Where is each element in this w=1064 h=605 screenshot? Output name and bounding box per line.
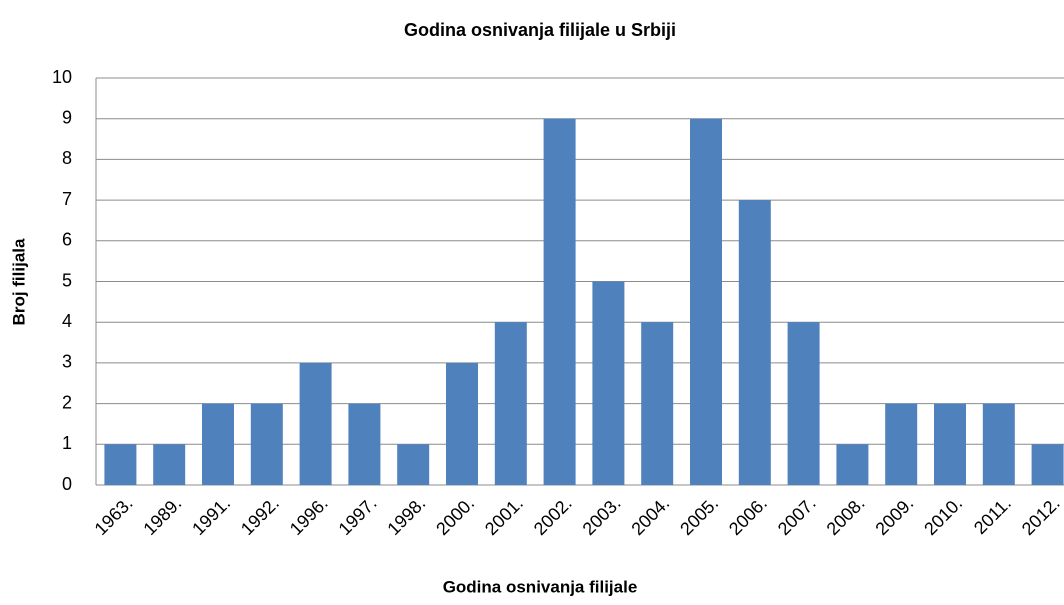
y-axis-title: Broj filijala xyxy=(9,238,28,325)
x-tick-label: 2002. xyxy=(530,493,576,539)
y-tick-label: 9 xyxy=(62,107,72,127)
y-tick-label: 8 xyxy=(62,148,72,168)
x-tick-label: 2006. xyxy=(725,493,771,539)
x-tick-label: 2011. xyxy=(970,493,1015,538)
y-tick-label: 4 xyxy=(62,311,72,331)
y-tick-label: 5 xyxy=(62,270,72,290)
x-tick-label: 2012. xyxy=(1018,493,1064,539)
bar xyxy=(690,118,722,485)
bar xyxy=(250,403,283,485)
bar xyxy=(202,403,234,485)
x-tick-label: 2004. xyxy=(627,493,673,539)
x-axis-title: Godina osnivanja filijale xyxy=(443,577,638,596)
bar xyxy=(787,322,820,485)
bar xyxy=(982,403,1015,485)
x-tick-label: 2008. xyxy=(823,493,869,539)
y-tick-label: 1 xyxy=(62,433,72,453)
bar xyxy=(299,362,332,485)
bar xyxy=(446,362,478,485)
bar xyxy=(934,403,966,485)
bar xyxy=(104,444,137,485)
bar xyxy=(543,118,576,485)
bar xyxy=(836,444,869,485)
x-tick-label: 1997. xyxy=(335,493,381,539)
x-tick-label: 2000. xyxy=(432,493,478,539)
bar xyxy=(885,403,918,485)
bar xyxy=(738,200,771,485)
x-tick-label: 2001. xyxy=(481,493,527,539)
y-tick-label: 7 xyxy=(62,189,72,209)
x-tick-label: 2007. xyxy=(774,493,820,539)
y-tick-label: 3 xyxy=(62,352,72,372)
x-tick-label: 2003. xyxy=(579,493,625,539)
y-tick-label: 2 xyxy=(62,392,72,412)
bar xyxy=(1031,444,1064,485)
x-tick-label: 1989. xyxy=(139,493,185,539)
bar xyxy=(494,322,527,485)
bar xyxy=(153,444,186,485)
x-tick-label: 2009. xyxy=(871,493,917,539)
x-tick-label: 1963. xyxy=(91,493,137,539)
x-tick-label: 1991. xyxy=(188,493,234,539)
y-tick-label: 10 xyxy=(52,67,72,87)
bar xyxy=(592,281,625,485)
chart-title: Godina osnivanja filijale u Srbiji xyxy=(404,20,676,40)
x-tick-label: 1998. xyxy=(383,493,429,539)
bar xyxy=(348,403,381,485)
y-tick-label: 0 xyxy=(62,474,72,494)
bar xyxy=(641,322,674,485)
x-tick-label: 1996. xyxy=(286,493,332,539)
bar xyxy=(397,444,430,485)
x-tick-label: 1992. xyxy=(237,493,283,539)
y-tick-label: 6 xyxy=(62,230,72,250)
x-tick-label: 2005. xyxy=(676,493,722,539)
x-tick-label: 2010. xyxy=(920,493,966,539)
